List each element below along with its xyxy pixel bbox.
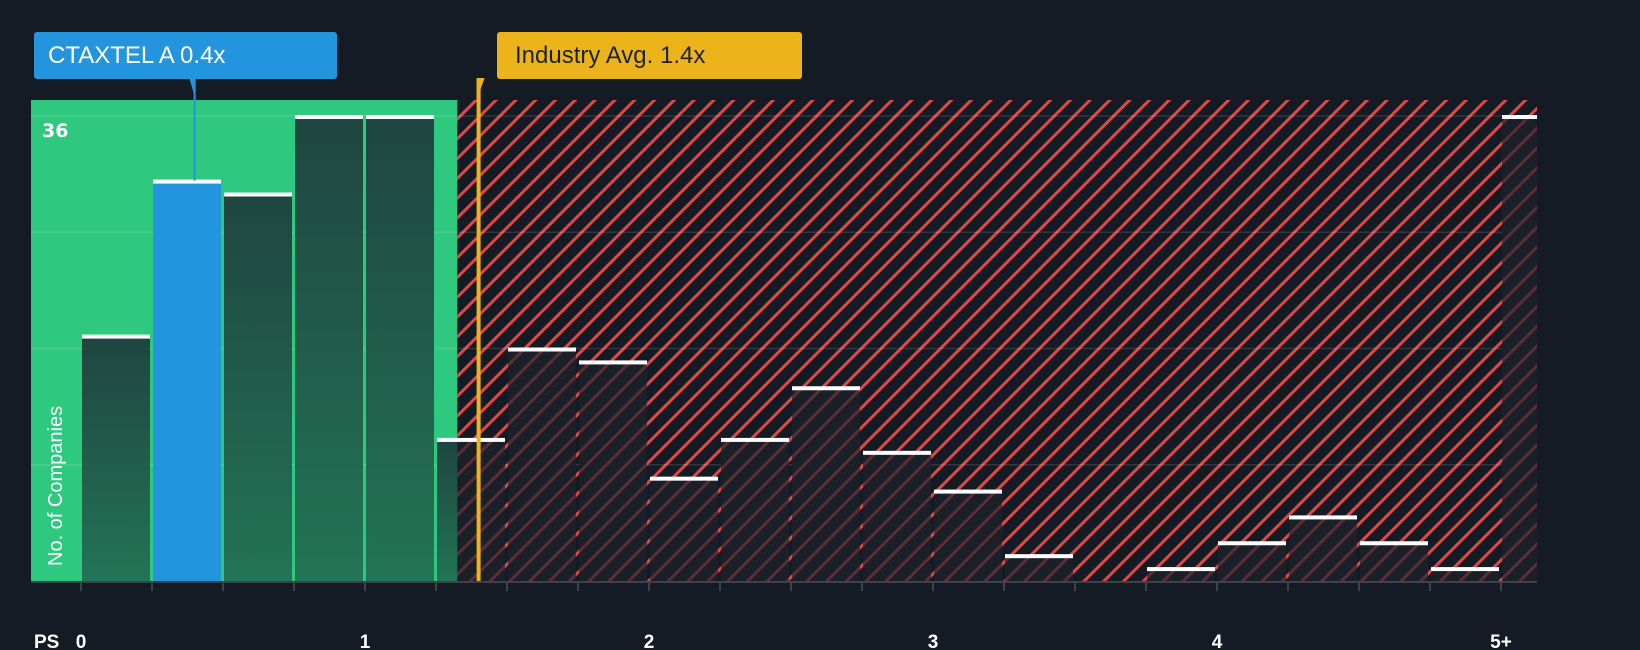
histogram-bar [721, 437, 789, 581]
bar-body [1360, 542, 1428, 581]
bar-top-cap [721, 437, 789, 442]
bar-top-cap [792, 386, 860, 391]
bar-body [650, 477, 718, 581]
bar-body [366, 116, 434, 581]
histogram-bar [508, 347, 576, 581]
bar-top-cap [366, 115, 434, 119]
histogram-bar [792, 386, 860, 581]
histogram-bar [1289, 515, 1357, 581]
x-tick-label: 0 [76, 632, 87, 650]
bar-top-cap [508, 347, 576, 352]
bar-body [457, 438, 505, 581]
histogram-bar [1431, 567, 1499, 581]
bar-top-cap [1502, 115, 1537, 119]
bar-body [579, 361, 647, 581]
bar-top-cap [295, 115, 363, 119]
x-tick-label: 3 [928, 632, 939, 650]
y-max-label: 36 [42, 120, 68, 142]
bar-top-cap [863, 450, 931, 455]
histogram-bar [366, 115, 434, 581]
company-callout-pointer [189, 79, 196, 100]
y-axis-label: No. of Companies [45, 406, 67, 566]
histogram-bar [934, 489, 1002, 581]
value-markers [189, 78, 485, 581]
industry-callout-pointer [476, 78, 485, 100]
bar-body [863, 451, 931, 581]
x-tick-label: 5+ [1490, 632, 1512, 650]
bar-top-cap [579, 360, 647, 365]
histogram-bar [650, 476, 718, 581]
x-tick-label: 2 [644, 632, 655, 650]
bar-body [934, 490, 1002, 581]
bar-body [1431, 568, 1499, 581]
x-tick-label: 1 [360, 632, 371, 650]
industry-marker-line [476, 78, 481, 581]
bar-body [792, 387, 860, 581]
histogram-bar [82, 334, 150, 581]
histogram-bar [579, 360, 647, 581]
histogram-bar [224, 192, 292, 581]
bar-top-cap [224, 192, 292, 197]
bar-body [437, 438, 458, 581]
company-ps-callout: CTAXTEL A 0.4x [34, 32, 337, 79]
histogram-bar [1360, 541, 1428, 581]
histogram-bar [437, 437, 505, 581]
histogram-bar [1147, 567, 1215, 581]
histogram-bar [295, 115, 363, 581]
bar-body [82, 335, 150, 581]
bar-body [1147, 568, 1215, 581]
bar-top-cap [1005, 554, 1073, 559]
histogram-bar [153, 179, 221, 582]
bar-top-cap [1289, 515, 1357, 520]
bar-top-cap [153, 179, 221, 184]
histogram-bars [82, 115, 1537, 582]
industry-average-callout: Industry Avg. 1.4x [497, 32, 802, 79]
bar-top-cap [934, 489, 1002, 494]
x-axis-label: PS [34, 632, 59, 650]
bar-top-cap [1218, 541, 1286, 546]
bar-body [721, 438, 789, 581]
bar-body [1005, 555, 1073, 581]
bar-body [1502, 116, 1537, 581]
bar-top-cap [1431, 567, 1499, 572]
histogram-bar [1502, 115, 1537, 581]
x-axis: 0 1 2 3 4 5+ [31, 581, 1537, 650]
bar-body [153, 180, 221, 582]
bar-top-cap [1360, 541, 1428, 546]
bar-body [224, 193, 292, 581]
histogram-bar [1218, 541, 1286, 581]
x-tick-label: 4 [1212, 632, 1223, 650]
bar-body [1289, 516, 1357, 581]
bar-top-cap [1147, 567, 1215, 572]
histogram-bar [863, 450, 931, 581]
bar-top-cap [82, 334, 150, 339]
bar-top-cap [650, 476, 718, 481]
histogram-bar [1005, 554, 1073, 581]
bar-body [508, 348, 576, 581]
bar-top-cap [437, 437, 505, 442]
bar-body [295, 116, 363, 581]
bar-body [1218, 542, 1286, 581]
